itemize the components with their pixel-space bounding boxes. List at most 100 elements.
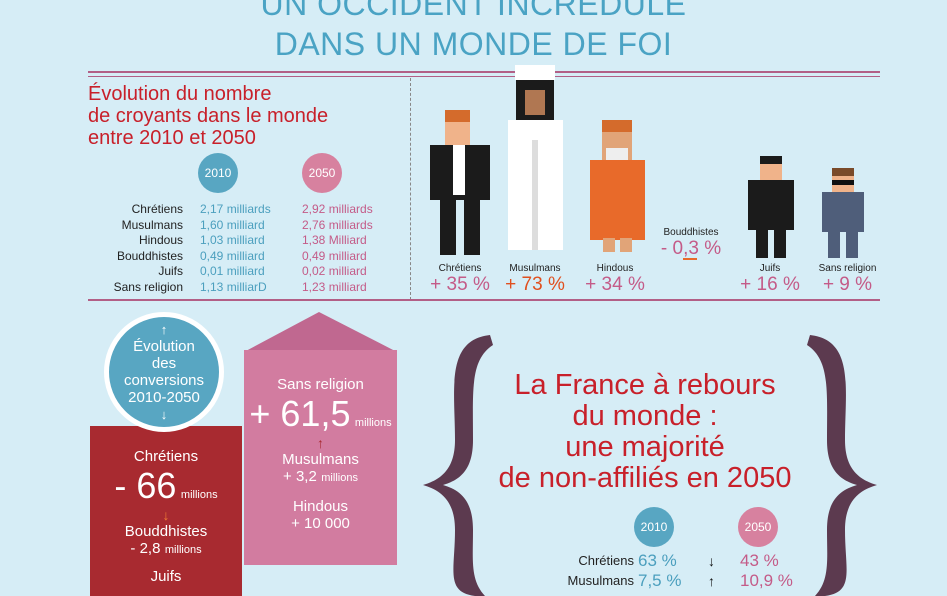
- france-value-2010: 63 %: [638, 551, 677, 570]
- circle-line: des: [151, 355, 177, 372]
- jewish-figure-icon: [748, 156, 794, 258]
- france-value-2050: 43 %: [740, 551, 779, 570]
- arrow-down-icon: ↓: [162, 507, 170, 523]
- figure-change: + 34 %: [585, 274, 645, 295]
- table-row: Hindous 1,03 milliard 1,38 Milliard: [88, 233, 398, 249]
- evolution-title-line: de croyants dans le monde: [88, 105, 329, 127]
- france-year-2050-badge: 2050: [738, 507, 778, 547]
- year-2050-badge: 2050: [302, 153, 342, 193]
- circle-line: 2010-2050: [128, 389, 200, 406]
- loss-value: - 2,8: [130, 540, 161, 557]
- headline-line-2: DANS UN MONDE DE FOI: [274, 26, 673, 62]
- value-2050: 2,76 milliards: [302, 217, 373, 232]
- loss-unit: millions: [180, 489, 218, 501]
- left-brace: [423, 335, 493, 596]
- value-2050: 0,49 milliard: [302, 248, 367, 263]
- gains-panel-top: [244, 312, 397, 352]
- gain-value: + 3,2: [283, 468, 317, 485]
- figure-label: Chrétiens: [438, 263, 482, 274]
- gain-label: Musulmans: [282, 451, 359, 468]
- figure-label: Bouddhistes: [663, 227, 719, 238]
- evolution-title-line: entre 2010 et 2050: [88, 127, 256, 149]
- circle-line: Évolution: [133, 338, 195, 355]
- figure-label: Sans religion: [818, 263, 877, 274]
- gain-label: Sans religion: [277, 376, 364, 393]
- france-title-line: de non-affiliés en 2050: [498, 462, 792, 494]
- gains-panel: Sans religion + 61,5 millions ↑ Musulman…: [244, 350, 397, 565]
- arrow-down-icon: ↓: [708, 553, 715, 569]
- france-row-label: Musulmans: [567, 573, 634, 588]
- divider: [88, 76, 880, 77]
- loss-value: - 66: [114, 465, 177, 506]
- right-brace: [807, 335, 877, 596]
- conversions-circle: ↑ Évolution des conversions 2010-2050 ↓: [104, 312, 224, 432]
- value-2010: 0,49 milliard: [200, 248, 265, 263]
- value-2010: 0,01 milliard: [200, 264, 265, 278]
- loss-label: Juifs: [150, 568, 182, 585]
- muslim-figure-icon: [508, 65, 563, 250]
- row-label: Musulmans: [121, 217, 183, 232]
- headline-line-1: UN OCCIDENT INCRÉDULE: [260, 0, 687, 22]
- circle-line: conversions: [123, 372, 205, 389]
- figure-change: + 9 %: [822, 274, 873, 295]
- losses-panel: Chrétiens - 66 millions ↓ Bouddhistes - …: [90, 426, 242, 596]
- arrow-down-icon: ↓: [160, 407, 168, 422]
- value-2010: 1,03 milliard: [200, 233, 265, 247]
- figure-label: Musulmans: [509, 263, 561, 274]
- figure-change: + 35 %: [430, 274, 490, 295]
- table-row: Bouddhistes 0,49 milliard 0,49 milliard: [88, 249, 398, 265]
- row-label: Juifs: [158, 264, 183, 278]
- arrow-up-icon: ↑: [160, 322, 168, 337]
- row-label: Sans religion: [113, 279, 183, 294]
- loss-unit: millions: [164, 544, 202, 556]
- divider: [88, 71, 880, 73]
- france-value-2010: 7,5 %: [638, 571, 682, 590]
- figure-change: - 0,3 %: [660, 238, 722, 259]
- row-label: Hindous: [138, 233, 183, 247]
- table-row: Chrétiens 2,17 milliards 2,92 milliards: [88, 202, 398, 218]
- row-label: Bouddhistes: [116, 248, 183, 263]
- religious-figures-illustration: [430, 65, 864, 260]
- france-title-line: du monde :: [572, 400, 718, 432]
- buddhist-figure-icon: [683, 258, 697, 260]
- france-value-2050: 10,9 %: [740, 571, 793, 590]
- gain-label: Hindous: [292, 498, 349, 515]
- figure-change: + 16 %: [740, 274, 800, 295]
- gain-unit: millions: [321, 472, 358, 484]
- france-year-2010-badge: 2010: [634, 507, 674, 547]
- value-2050: 1,38 Milliard: [302, 233, 367, 247]
- value-2050: 1,23 milliard: [302, 279, 367, 294]
- gain-value: + 10 000: [291, 515, 350, 532]
- figure-label: Juifs: [759, 263, 781, 274]
- value-2050: 2,92 milliards: [302, 202, 373, 216]
- figure-change: + 73 %: [505, 274, 565, 295]
- loss-label: Chrétiens: [133, 448, 199, 465]
- table-row: Musulmans 1,60 milliard 2,76 milliards: [88, 218, 398, 234]
- loss-label: Bouddhistes: [124, 523, 208, 540]
- france-title-line: une majorité: [565, 431, 725, 463]
- year-2010-badge: 2010: [198, 153, 238, 193]
- figure-label: Hindous: [596, 263, 634, 274]
- non-religious-figure-icon: [822, 168, 864, 258]
- row-label: Chrétiens: [131, 202, 183, 216]
- arrow-up-icon: ↑: [317, 435, 324, 451]
- hindu-figure-icon: [590, 120, 645, 252]
- arrow-up-icon: ↑: [708, 573, 715, 589]
- value-2010: 2,17 milliards: [200, 202, 271, 216]
- gain-unit: millions: [354, 417, 392, 429]
- france-row-label: Chrétiens: [578, 553, 634, 568]
- value-2010: 1,13 milliarD: [200, 279, 267, 294]
- table-row: Sans religion 1,13 milliarD 1,23 milliar…: [88, 280, 398, 296]
- divider: [88, 299, 880, 301]
- france-title: La France à rebours du monde : une major…: [470, 370, 820, 494]
- christian-figure-icon: [430, 110, 490, 255]
- gain-value: + 61,5: [249, 393, 351, 434]
- value-2010: 1,60 milliard: [200, 217, 265, 232]
- value-2050: 0,02 milliard: [302, 264, 367, 278]
- france-title-line: La France à rebours: [514, 369, 776, 401]
- evolution-table: Chrétiens 2,17 milliards 2,92 milliards …: [88, 202, 398, 295]
- france-row: Chrétiens 63 % ↓ 43 %: [540, 551, 820, 571]
- section-divider: [410, 78, 411, 300]
- table-row: Juifs 0,01 milliard 0,02 milliard: [88, 264, 398, 280]
- evolution-title-line: Évolution du nombre: [88, 83, 272, 105]
